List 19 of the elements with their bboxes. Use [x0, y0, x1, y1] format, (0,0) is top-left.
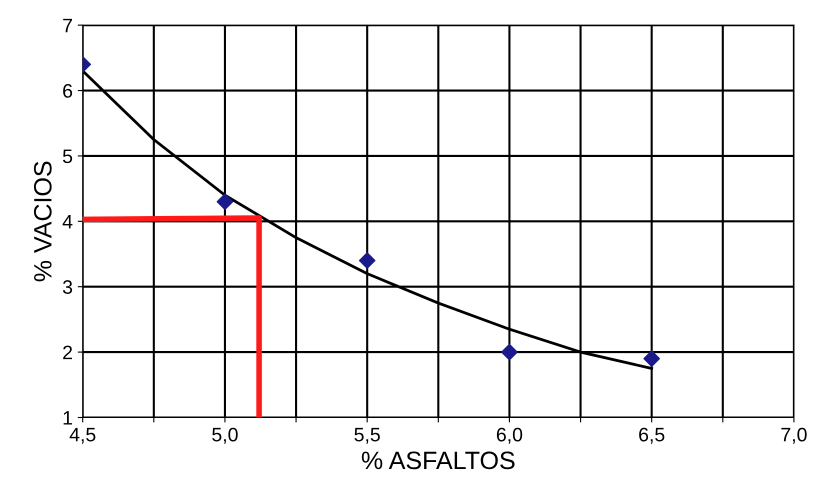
x-tick-label: 6,0: [496, 428, 522, 444]
point: [643, 350, 660, 367]
x-tick-label: 6,5: [639, 428, 664, 444]
y-tick-label: 6: [63, 84, 72, 98]
y-tick-label: 2: [63, 346, 72, 360]
x-axis-title: % ASFALTOS: [362, 452, 515, 470]
y-tick-label: 1: [64, 411, 72, 425]
y-tick-label: 3: [62, 280, 72, 294]
y-tick-label: 5: [62, 150, 72, 164]
point: [501, 344, 518, 360]
point: [216, 193, 234, 210]
x-tick-label: 5,0: [212, 428, 238, 444]
y-axis-title: % VACIOS: [34, 162, 52, 282]
y-tick-label: 7: [63, 18, 72, 32]
x-tick-label: 7,0: [781, 428, 807, 444]
point: [358, 252, 376, 269]
x-tick-label: 4,5: [70, 428, 96, 444]
x-tick-label: 5,5: [354, 428, 380, 444]
y-tick-label: 4: [62, 214, 72, 228]
